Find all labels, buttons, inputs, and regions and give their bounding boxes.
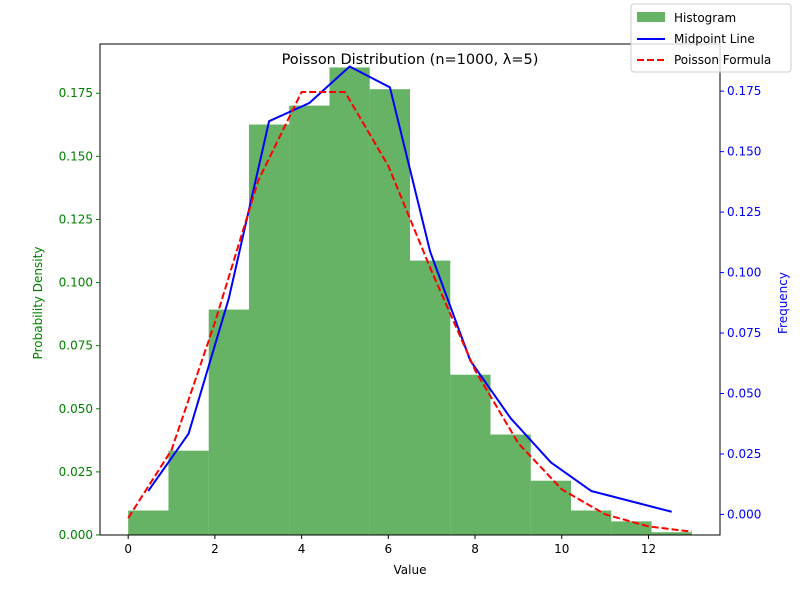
midpoint-line xyxy=(147,65,672,513)
legend-label-poisson-formula: Poisson Formula xyxy=(674,53,771,67)
histogram-bar xyxy=(611,521,652,535)
x-tick-label: 2 xyxy=(211,542,219,556)
right-y-tick-label: 0.125 xyxy=(727,205,761,219)
histogram-bar xyxy=(168,450,209,535)
legend: Histogram Midpoint Line Poisson Formula xyxy=(630,3,792,73)
x-tick-label: 0 xyxy=(124,542,132,556)
right-y-tick-label: 0.150 xyxy=(727,145,761,159)
right-y-axis-label: Frequency xyxy=(776,272,790,334)
left-y-tick-label: 0.125 xyxy=(59,212,93,226)
legend-label-histogram: Histogram xyxy=(674,11,736,25)
left-y-tick-label: 0.050 xyxy=(59,402,93,416)
poisson-formula-line xyxy=(127,90,692,533)
x-tick-label: 8 xyxy=(471,542,479,556)
left-y-tick-label: 0.000 xyxy=(59,528,93,542)
x-tick-label: 6 xyxy=(385,542,393,556)
histogram-bars xyxy=(128,67,692,536)
histogram-bar xyxy=(248,124,290,535)
plot-spines xyxy=(99,43,721,536)
histogram-bar xyxy=(490,434,531,535)
left-y-axis-ticks: 0.000 0.025 0.050 0.075 0.100 0.125 0.150 0.175 xyxy=(59,86,100,542)
legend-label-midpoint-line: Midpoint Line xyxy=(674,32,755,46)
x-tick-label: 10 xyxy=(554,542,569,556)
left-y-tick-label: 0.025 xyxy=(59,465,93,479)
right-y-tick-label: 0.100 xyxy=(727,266,761,280)
histogram-bar xyxy=(289,105,330,535)
histogram-bar xyxy=(369,89,410,536)
plot-frame xyxy=(99,43,721,536)
right-y-tick-label: 0.075 xyxy=(727,326,761,340)
left-y-tick-label: 0.075 xyxy=(59,339,93,353)
legend-box xyxy=(630,3,792,73)
left-y-axis-label: Probability Density xyxy=(31,247,45,360)
right-y-tick-label: 0.050 xyxy=(727,387,761,401)
left-y-tick-label: 0.150 xyxy=(59,149,93,163)
x-tick-label: 12 xyxy=(641,542,656,556)
left-y-tick-label: 0.100 xyxy=(59,276,93,290)
x-tick-label: 4 xyxy=(298,542,306,556)
x-axis-label: Value xyxy=(394,563,427,577)
x-axis-ticks: 0 2 4 6 8 10 12 xyxy=(124,535,656,556)
left-y-tick-label: 0.175 xyxy=(59,86,93,100)
histogram-bar xyxy=(530,480,572,535)
legend-swatch-histogram xyxy=(637,12,665,22)
right-y-tick-label: 0.000 xyxy=(727,507,761,521)
histogram-bar xyxy=(651,532,692,535)
histogram-bar xyxy=(208,309,249,535)
chart-lines xyxy=(127,65,692,533)
right-y-tick-label: 0.025 xyxy=(727,447,761,461)
chart-title: Poisson Distribution (n=1000, λ=5) xyxy=(282,52,539,68)
right-y-tick-label: 0.175 xyxy=(727,84,761,98)
histogram-bar xyxy=(410,260,451,535)
histogram-bar xyxy=(128,510,169,535)
histogram-bar xyxy=(329,67,370,536)
histogram-bar xyxy=(450,374,491,535)
right-y-axis-ticks: 0.000 0.025 0.050 0.075 0.100 0.125 0.150 0.175 xyxy=(720,84,761,521)
